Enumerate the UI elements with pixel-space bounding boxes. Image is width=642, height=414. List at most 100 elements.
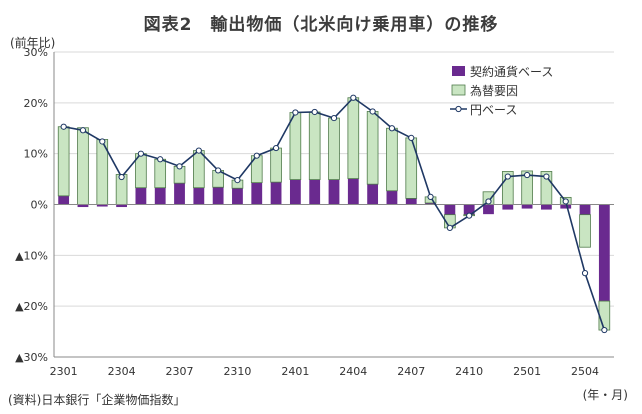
x-tick-label: 2310: [223, 365, 251, 378]
bar-fx-factor: [193, 150, 205, 189]
legend-label: 契約通貨ベース: [470, 64, 553, 79]
bar-contract-currency: [541, 204, 552, 210]
yen-basis-point: [137, 150, 144, 157]
yen-basis-point: [272, 144, 280, 152]
y-unit-label: (前年比): [10, 36, 56, 50]
yen-basis-point: [292, 109, 299, 116]
yen-basis-point: [157, 156, 164, 163]
x-axis-ticks: 2301 2304 2307 2310 2401 2404 2407 2410 2501 2504: [50, 365, 599, 378]
bar-contract-currency: [309, 179, 321, 205]
legend-swatch-marker: [455, 105, 462, 113]
bar-contract-currency: [367, 184, 379, 205]
bar-contract-currency: [289, 179, 301, 205]
bar-contract-currency: [483, 204, 494, 215]
bar-fx-factor: [328, 117, 340, 180]
yen-basis-point: [543, 173, 550, 180]
bar-fx-factor: [386, 127, 398, 192]
yen-basis-point: [408, 134, 415, 142]
bar-contract-currency: [174, 183, 185, 205]
yen-basis-point: [195, 147, 202, 154]
bar-contract-currency: [251, 182, 263, 205]
bar-fx-factor: [579, 214, 591, 248]
yen-basis-point: [253, 152, 260, 159]
yen-basis-point: [311, 108, 318, 116]
x-tick-label: 2404: [339, 365, 367, 378]
yen-line: [60, 94, 608, 334]
bar-contract-currency: [463, 204, 475, 215]
legend-label: 為替要因: [470, 84, 518, 98]
bar-contract-currency: [270, 182, 282, 205]
bar-contract-currency: [232, 188, 243, 205]
x-tick-label: 2407: [397, 365, 425, 378]
bar-contract-currency: [444, 204, 456, 215]
y-tick-label: 10%: [24, 148, 48, 161]
bar-fx-factor: [270, 147, 282, 183]
bar-fx-factor: [308, 111, 321, 180]
bars: [57, 97, 611, 331]
y-tick-label: 0%: [31, 199, 48, 212]
bar-fx-factor: [598, 300, 611, 331]
x-tick-label: 2301: [50, 365, 78, 378]
yen-basis-point: [215, 167, 222, 174]
legend-swatch-contract: [452, 66, 465, 76]
bar-contract-currency: [154, 187, 166, 205]
x-tick-label: 2501: [513, 365, 541, 378]
y-axis-ticks: 30% 20% 10% 0% ▲10% ▲20% ▲30%: [15, 46, 48, 364]
bar-contract-currency: [96, 204, 108, 207]
yen-basis-point: [176, 163, 183, 170]
bar-contract-currency: [598, 204, 610, 302]
bar-contract-currency: [193, 187, 205, 205]
bar-contract-currency: [347, 178, 359, 205]
yen-basis-point: [330, 114, 338, 122]
y-tick-label: ▲30%: [15, 351, 48, 364]
source-note: (資料)日本銀行「企業物価指数」: [8, 393, 186, 407]
y-tick-label: ▲20%: [15, 300, 48, 313]
bar-contract-currency: [135, 187, 147, 205]
legend-label: 円ベース: [470, 103, 517, 117]
x-tick-label: 2401: [281, 365, 309, 378]
bar-contract-currency: [502, 204, 514, 210]
bar-contract-currency: [560, 204, 572, 209]
bar-fx-factor: [289, 112, 302, 180]
bar-contract-currency: [328, 179, 340, 205]
bar-contract-currency: [521, 204, 533, 209]
yen-basis-point: [118, 173, 125, 181]
yen-basis-point: [350, 94, 357, 101]
yen-basis-point: [524, 171, 531, 179]
yen-basis-point: [388, 125, 396, 132]
bar-fx-factor: [57, 126, 70, 197]
yen-basis-point: [581, 270, 589, 277]
yen-basis-point: [601, 326, 608, 334]
bar-contract-currency: [116, 204, 127, 208]
bar-contract-currency: [425, 202, 436, 205]
yen-basis-point: [234, 177, 241, 184]
yen-basis-point: [466, 212, 473, 219]
yen-basis-point: [99, 138, 106, 145]
bar-fx-factor: [366, 111, 379, 185]
yen-basis-point: [485, 198, 492, 205]
yen-basis-point: [427, 193, 434, 200]
y-tick-label: 30%: [24, 46, 48, 59]
yen-basis-point: [79, 127, 87, 134]
bar-fx-factor: [347, 97, 360, 179]
yen-basis-point: [446, 224, 453, 231]
bar-fx-factor: [154, 158, 167, 189]
yen-basis-point: [369, 108, 376, 115]
y-tick-label: ▲10%: [15, 249, 48, 262]
x-tick-label: 2307: [166, 365, 194, 378]
bar-contract-currency: [58, 195, 70, 205]
yen-basis-point: [562, 198, 569, 205]
axes: [53, 52, 614, 358]
x-tick-label: 2504: [571, 365, 599, 378]
bar-contract-currency: [77, 204, 89, 208]
legend-swatch-fx: [451, 84, 466, 96]
yen-basis-point: [60, 123, 67, 130]
bar-contract-currency: [386, 190, 398, 205]
bar-contract-currency: [405, 198, 417, 205]
x-unit-label: (年・月): [582, 388, 628, 402]
y-tick-label: 20%: [24, 97, 48, 110]
bar-fx-factor: [77, 127, 89, 205]
yen-basis-point: [504, 173, 511, 180]
